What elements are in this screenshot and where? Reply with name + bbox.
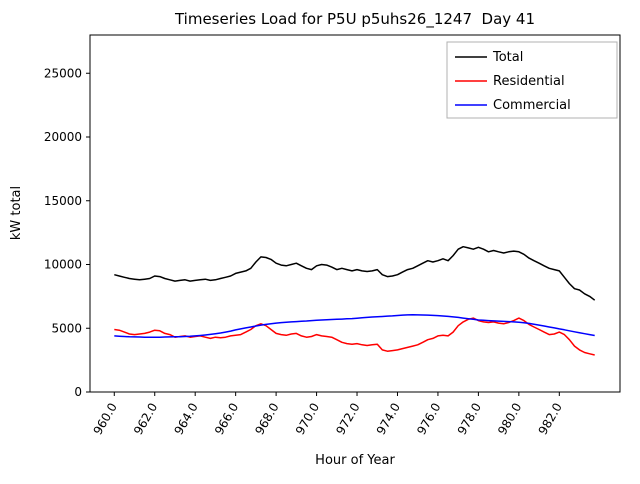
y-tick-label: 0 <box>74 385 82 399</box>
chart-decorations: Timeseries Load for P5U p5uhs26_1247 Day… <box>9 10 618 468</box>
x-tick-label: 982.0 <box>536 401 565 438</box>
x-tick-label: 976.0 <box>414 401 443 438</box>
x-tick-label: 980.0 <box>495 401 524 438</box>
x-tick-label: 974.0 <box>374 401 403 438</box>
legend-label-commercial: Commercial <box>493 98 571 113</box>
y-tick-label: 20000 <box>44 130 82 144</box>
y-tick-label: 25000 <box>44 66 82 80</box>
y-tick-label: 10000 <box>44 258 82 272</box>
x-axis-label: Hour of Year <box>315 453 395 468</box>
x-tick-label: 970.0 <box>293 401 322 438</box>
axes-frame <box>89 34 621 393</box>
x-tick-label: 968.0 <box>252 401 281 438</box>
series-line-total <box>114 245 596 301</box>
series-line-commercial <box>114 313 595 338</box>
y-axis-label: kW total <box>9 186 24 240</box>
x-tick-label: 966.0 <box>212 401 241 438</box>
x-tick-label: 978.0 <box>455 401 484 438</box>
x-tick-label: 964.0 <box>171 401 200 438</box>
y-tick-label: 5000 <box>51 321 82 335</box>
y-tick-label: 15000 <box>44 194 82 208</box>
legend: Total Residential Commercial <box>446 41 618 119</box>
legend-label-residential: Residential <box>493 74 565 89</box>
legend-label-total: Total <box>492 50 523 65</box>
x-tick-label: 960.0 <box>91 401 120 438</box>
chart-title: Timeseries Load for P5U p5uhs26_1247 Day… <box>174 10 535 29</box>
x-tick-label: 962.0 <box>131 401 160 438</box>
x-tick-label: 972.0 <box>333 401 362 438</box>
